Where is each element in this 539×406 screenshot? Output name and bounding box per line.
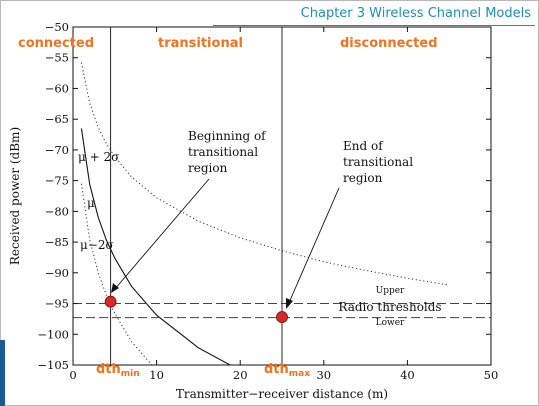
begin-annotation-line3: region bbox=[188, 161, 228, 175]
end-annotation-line1: End of bbox=[343, 139, 384, 153]
threshold-marker-1 bbox=[104, 295, 117, 308]
region-disconnected-label: disconnected bbox=[340, 36, 438, 51]
y-tick-label: −90 bbox=[45, 266, 69, 280]
end-arrow-head bbox=[286, 298, 293, 309]
x-tick-label: 30 bbox=[316, 368, 331, 382]
x-tick-label: 40 bbox=[400, 368, 415, 382]
dth-max-main: dth bbox=[264, 362, 289, 377]
dth-max-label: dthmax bbox=[264, 362, 310, 379]
x-tick-label: 10 bbox=[149, 368, 164, 382]
y-tick-label: −55 bbox=[45, 51, 69, 65]
mu-minus-2sigma-label: μ−2σ bbox=[80, 238, 114, 252]
series-line-3 bbox=[80, 183, 153, 365]
y-tick-label: −85 bbox=[45, 235, 69, 249]
y-tick-label: −75 bbox=[45, 174, 69, 188]
slide-header: Chapter 3 Wireless Channel Models bbox=[300, 6, 531, 21]
upper-threshold-label: Upper bbox=[376, 286, 405, 296]
series-line-2 bbox=[80, 128, 232, 365]
end-annotation-line2: transitional bbox=[343, 155, 413, 169]
radio-thresholds-label: Radio thresholds bbox=[338, 300, 441, 314]
plot-area-frame bbox=[72, 26, 492, 366]
threshold-marker-2 bbox=[276, 311, 288, 323]
region-transitional-label: transitional bbox=[158, 36, 243, 51]
begin-annotation-line1: Beginning of bbox=[188, 129, 267, 143]
series-line-1 bbox=[80, 62, 450, 286]
region-connected-label: connected bbox=[18, 36, 95, 51]
x-axis-title: Transmitter−receiver distance (m) bbox=[176, 387, 388, 401]
y-tick-label: −95 bbox=[45, 297, 69, 311]
mu-plus-2sigma-label: μ + 2σ bbox=[78, 150, 119, 164]
y-tick-label: −100 bbox=[37, 327, 69, 341]
dth-max-sub: max bbox=[288, 369, 311, 379]
x-tick-label: 50 bbox=[484, 368, 499, 382]
header-rule bbox=[213, 25, 535, 26]
y-tick-label: −50 bbox=[45, 20, 69, 34]
y-tick-label: −60 bbox=[45, 81, 69, 95]
y-tick-label: −70 bbox=[45, 143, 69, 157]
y-tick-label: −80 bbox=[45, 204, 69, 218]
end-annotation-line3: region bbox=[343, 171, 383, 185]
begin-annotation-line2: transitional bbox=[188, 145, 258, 159]
y-axis-title: Received power (dBm) bbox=[8, 127, 22, 265]
begin-annotation-arrow bbox=[113, 178, 210, 291]
side-accent-bar bbox=[0, 340, 5, 406]
x-tick-label: 20 bbox=[233, 368, 248, 382]
lower-threshold-label: Lower bbox=[376, 318, 405, 328]
end-annotation-arrow bbox=[287, 187, 340, 306]
dth-min-label: dthmin bbox=[96, 362, 140, 379]
mu-label: μ bbox=[87, 196, 95, 210]
x-tick-label: 0 bbox=[69, 368, 76, 382]
y-tick-label: −65 bbox=[45, 112, 69, 126]
y-tick-label: −105 bbox=[37, 358, 69, 372]
dth-min-sub: min bbox=[120, 369, 140, 379]
dth-min-main: dth bbox=[96, 362, 121, 377]
begin-arrow-head bbox=[111, 283, 119, 293]
